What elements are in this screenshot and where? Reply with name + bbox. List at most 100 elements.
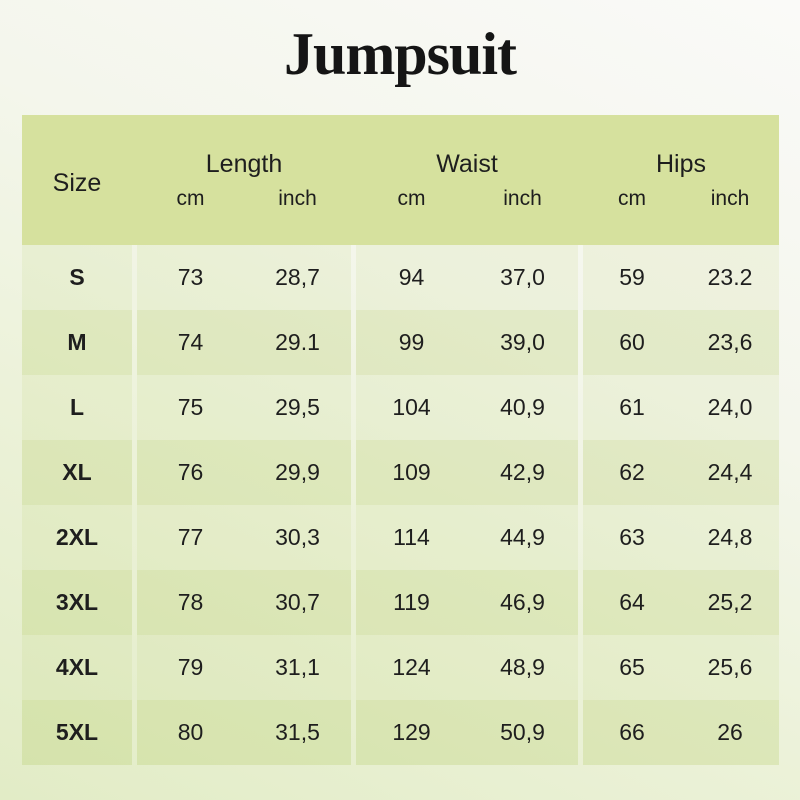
value-cell: 29,9 bbox=[275, 459, 320, 485]
measurement-cell-group: 60 23,6 bbox=[583, 310, 779, 375]
measurement-cell-group: 76 29,9 bbox=[137, 440, 351, 505]
measurement-cell-group: 94 37,0 bbox=[356, 245, 578, 310]
value-cell: 30,7 bbox=[275, 589, 320, 615]
value-cell: 94 bbox=[398, 264, 425, 290]
measurement-cell-group: 124 48,9 bbox=[356, 635, 578, 700]
column-header-hips: Hips bbox=[655, 149, 706, 178]
value-cell: 48,9 bbox=[500, 654, 545, 680]
value-cell: 40,9 bbox=[500, 394, 545, 420]
unit-header-inch: inch bbox=[278, 187, 317, 210]
value-cell: 129 bbox=[392, 719, 431, 745]
size-cell: L bbox=[22, 375, 132, 440]
measurement-cell-group: 66 26 bbox=[583, 700, 779, 765]
measurement-cell-group: 73 28,7 bbox=[137, 245, 351, 310]
value-cell: 24,8 bbox=[707, 524, 753, 550]
table-row: 3XL 78 30,7 119 46,9 64 25,2 bbox=[22, 570, 779, 635]
table-row: 2XL 77 30,3 114 44,9 63 24,8 bbox=[22, 505, 779, 570]
measurement-cell-group: 59 23.2 bbox=[583, 245, 779, 310]
measurement-cell-group: 64 25,2 bbox=[583, 570, 779, 635]
value-cell: 50,9 bbox=[500, 719, 545, 745]
value-cell: 25,6 bbox=[707, 654, 753, 680]
value-cell: 30,3 bbox=[275, 524, 320, 550]
value-cell: 42,9 bbox=[500, 459, 545, 485]
measurement-cell-group: 63 24,8 bbox=[583, 505, 779, 570]
unit-header-inch: inch bbox=[710, 187, 750, 210]
value-cell: 61 bbox=[619, 394, 645, 420]
length-unit-headers: cm inch bbox=[137, 187, 351, 211]
unit-header-cm: cm bbox=[397, 187, 426, 210]
measurement-cell-group: 78 30,7 bbox=[137, 570, 351, 635]
value-cell: 62 bbox=[619, 459, 645, 485]
column-header-waist: Waist bbox=[436, 149, 498, 178]
measurement-cell-group: 109 42,9 bbox=[356, 440, 578, 505]
value-cell: 73 bbox=[177, 264, 204, 290]
unit-header-cm: cm bbox=[618, 187, 646, 210]
measurement-cell-group: 74 29.1 bbox=[137, 310, 351, 375]
value-cell: 24,0 bbox=[707, 394, 753, 420]
value-cell: 31,1 bbox=[275, 654, 320, 680]
value-cell: 74 bbox=[177, 329, 204, 355]
measurement-cell-group: 99 39,0 bbox=[356, 310, 578, 375]
value-cell: 59 bbox=[619, 264, 645, 290]
value-cell: 31,5 bbox=[275, 719, 320, 745]
size-cell: 4XL bbox=[22, 635, 132, 700]
unit-header-cm: cm bbox=[176, 187, 205, 210]
measurement-cell-group: 62 24,4 bbox=[583, 440, 779, 505]
size-cell: XL bbox=[22, 440, 132, 505]
value-cell: 75 bbox=[177, 394, 204, 420]
unit-header-inch: inch bbox=[503, 187, 542, 210]
value-cell: 29,5 bbox=[275, 394, 320, 420]
table-row: 5XL 80 31,5 129 50,9 66 26 bbox=[22, 700, 779, 765]
value-cell: 124 bbox=[392, 654, 431, 680]
table-body: S 73 28,7 94 37,0 59 23.2 M 74 29.1 99 39,0 60 23,6 L 7… bbox=[22, 245, 779, 765]
measurement-cell-group: 61 24,0 bbox=[583, 375, 779, 440]
value-cell: 28,7 bbox=[275, 264, 320, 290]
size-cell: 5XL bbox=[22, 700, 132, 765]
size-cell: 3XL bbox=[22, 570, 132, 635]
value-cell: 66 bbox=[619, 719, 645, 745]
value-cell: 77 bbox=[177, 524, 204, 550]
value-cell: 25,2 bbox=[707, 589, 753, 615]
value-cell: 65 bbox=[619, 654, 645, 680]
value-cell: 63 bbox=[619, 524, 645, 550]
measurement-cell-group: 77 30,3 bbox=[137, 505, 351, 570]
table-row: 4XL 79 31,1 124 48,9 65 25,6 bbox=[22, 635, 779, 700]
column-header-length: Length bbox=[205, 149, 283, 178]
value-cell: 60 bbox=[619, 329, 645, 355]
value-cell: 114 bbox=[393, 524, 430, 550]
value-cell: 37,0 bbox=[500, 264, 545, 290]
value-cell: 99 bbox=[398, 329, 425, 355]
column-header-size: Size bbox=[52, 168, 102, 197]
page-title: Jumpsuit bbox=[283, 21, 517, 87]
value-cell: 46,9 bbox=[500, 589, 545, 615]
value-cell: 24,4 bbox=[707, 459, 753, 485]
measurement-cell-group: 104 40,9 bbox=[356, 375, 578, 440]
value-cell: 26 bbox=[717, 719, 743, 745]
value-cell: 44,9 bbox=[500, 524, 545, 550]
size-chart-table: Size Length cm inch Waist cm inch Hips c… bbox=[22, 115, 779, 765]
value-cell: 29.1 bbox=[275, 329, 320, 355]
measurement-cell-group: 65 25,6 bbox=[583, 635, 779, 700]
measurement-cell-group: 114 44,9 bbox=[356, 505, 578, 570]
measurement-cell-group: 75 29,5 bbox=[137, 375, 351, 440]
size-cell: M bbox=[22, 310, 132, 375]
measurement-cell-group: 79 31,1 bbox=[137, 635, 351, 700]
value-cell: 80 bbox=[177, 719, 204, 745]
measurement-cell-group: 119 46,9 bbox=[356, 570, 578, 635]
table-row: L 75 29,5 104 40,9 61 24,0 bbox=[22, 375, 779, 440]
measurement-cell-group: 80 31,5 bbox=[137, 700, 351, 765]
value-cell: 39,0 bbox=[500, 329, 545, 355]
table-row: XL 76 29,9 109 42,9 62 24,4 bbox=[22, 440, 779, 505]
table-row: S 73 28,7 94 37,0 59 23.2 bbox=[22, 245, 779, 310]
value-cell: 23.2 bbox=[707, 264, 753, 290]
value-cell: 76 bbox=[177, 459, 204, 485]
value-cell: 104 bbox=[392, 394, 431, 420]
measurement-cell-group: 129 50,9 bbox=[356, 700, 578, 765]
hips-unit-headers: cm inch bbox=[583, 187, 779, 211]
size-cell: S bbox=[22, 245, 132, 310]
value-cell: 23,6 bbox=[707, 329, 753, 355]
table-row: M 74 29.1 99 39,0 60 23,6 bbox=[22, 310, 779, 375]
value-cell: 78 bbox=[177, 589, 204, 615]
size-cell: 2XL bbox=[22, 505, 132, 570]
